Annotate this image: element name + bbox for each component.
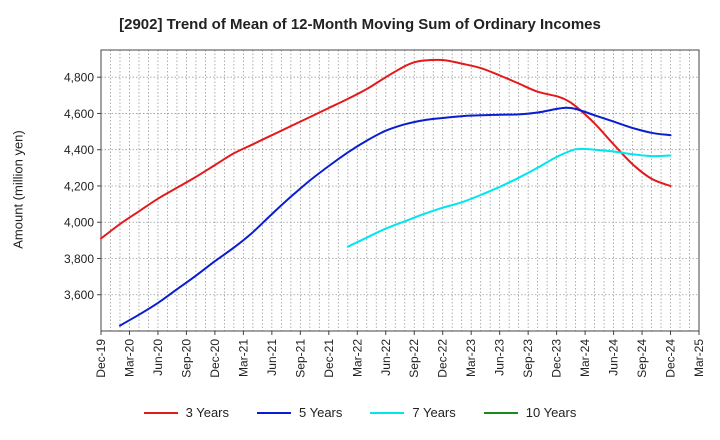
chart-title: [2902] Trend of Mean of 12-Month Moving … bbox=[119, 16, 601, 33]
x-tick-label: Jun-22 bbox=[379, 339, 393, 376]
series-line-5-years bbox=[119, 106, 672, 327]
legend-item: 10 Years bbox=[483, 405, 577, 420]
y-tick-label: 4,400 bbox=[64, 143, 94, 157]
legend: 3 Years 5 Years 7 Years 10 Years bbox=[0, 405, 720, 420]
legend-item: 5 Years bbox=[257, 405, 342, 420]
x-tick-label: Mar-23 bbox=[464, 339, 478, 377]
legend-swatch bbox=[483, 411, 518, 414]
y-tick-label: 3,600 bbox=[64, 288, 94, 302]
x-tick-label: Dec-24 bbox=[664, 339, 678, 378]
legend-swatch bbox=[370, 411, 405, 414]
x-tick-label: Jun-24 bbox=[607, 339, 621, 376]
series-line-3-years bbox=[100, 58, 672, 240]
legend-label: 10 Years bbox=[525, 405, 577, 420]
x-tick-label: Mar-25 bbox=[692, 339, 706, 377]
x-axis-ticks: Dec-19 Mar-20 Jun-20 Sep-20 Dec-20 Mar-21 Jun-… bbox=[94, 331, 706, 378]
x-tick-label: Dec-22 bbox=[436, 339, 450, 378]
series-line-7-years bbox=[346, 147, 672, 248]
legend-label: 3 Years bbox=[185, 405, 229, 420]
legend-swatch bbox=[257, 411, 291, 414]
x-tick-label: Dec-21 bbox=[322, 339, 336, 378]
grid-lines bbox=[101, 50, 699, 331]
x-tick-label: Jun-23 bbox=[493, 339, 507, 376]
x-tick-label: Dec-20 bbox=[208, 339, 222, 378]
x-tick-label: Mar-22 bbox=[350, 339, 364, 377]
y-tick-label: 4,800 bbox=[64, 71, 94, 85]
x-tick-label: Mar-21 bbox=[236, 339, 250, 377]
y-axis-ticks: 3,600 3,800 4,000 4,200 4,400 4,600 4,800 bbox=[64, 71, 101, 302]
x-tick-label: Dec-19 bbox=[94, 339, 108, 378]
x-tick-label: Mar-24 bbox=[578, 339, 592, 377]
legend-swatch bbox=[143, 411, 178, 414]
y-tick-label: 3,800 bbox=[64, 252, 94, 266]
legend-label: 5 Years bbox=[299, 405, 343, 420]
x-tick-label: Sep-22 bbox=[407, 339, 421, 378]
series-lines bbox=[100, 58, 672, 327]
x-tick-label: Sep-23 bbox=[521, 339, 535, 378]
legend-item: 3 Years bbox=[143, 405, 229, 420]
legend-item: 7 Years bbox=[370, 405, 456, 420]
legend-label: 7 Years bbox=[412, 405, 456, 420]
y-tick-label: 4,000 bbox=[64, 216, 94, 230]
x-tick-label: Jun-21 bbox=[265, 339, 279, 376]
x-tick-label: Sep-20 bbox=[179, 339, 193, 378]
plot-area bbox=[100, 49, 700, 332]
chart-plot: 3,600 3,800 4,000 4,200 4,400 4,600 4,800 Dec-… bbox=[64, 49, 706, 378]
x-tick-label: Dec-23 bbox=[550, 339, 564, 378]
x-tick-label: Sep-21 bbox=[293, 339, 307, 378]
x-tick-label: Mar-20 bbox=[122, 339, 136, 377]
x-tick-label: Sep-24 bbox=[635, 339, 649, 378]
x-tick-label: Jun-20 bbox=[151, 339, 165, 376]
y-tick-label: 4,600 bbox=[64, 107, 94, 121]
y-tick-label: 4,200 bbox=[64, 179, 94, 193]
